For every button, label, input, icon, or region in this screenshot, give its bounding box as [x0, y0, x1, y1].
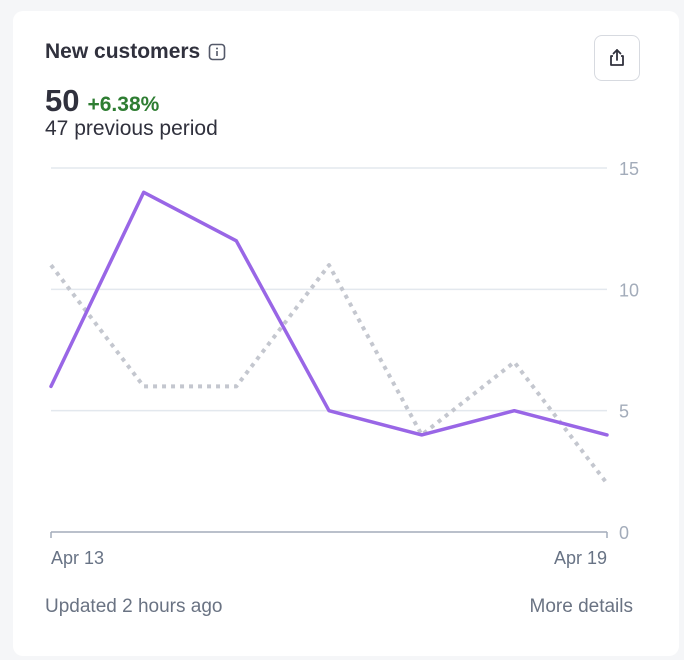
axis-layer: 0 5 10 15 Apr 13 Apr 19 — [50, 159, 639, 568]
y-tick-label-5: 5 — [619, 402, 629, 422]
export-button[interactable] — [594, 35, 640, 81]
y-tick-label-10: 10 — [619, 280, 639, 300]
y-tick-label-15: 15 — [619, 159, 639, 179]
new-customers-card: New customers 50 +6.38% 47 previous peri… — [13, 11, 679, 656]
updated-text: Updated 2 hours ago — [45, 596, 223, 617]
x-tick-label-start: Apr 13 — [51, 548, 104, 568]
card-title: New customers — [45, 40, 201, 63]
share-export-icon — [610, 49, 624, 66]
series-line-previous — [49, 263, 609, 485]
more-details-link[interactable]: More details — [529, 596, 634, 617]
x-tick-label-end: Apr 19 — [554, 548, 607, 568]
value-row: 50 +6.38% — [45, 83, 159, 119]
change-badge: +6.38% — [87, 93, 160, 116]
previous-period-text: 47 previous period — [45, 117, 218, 140]
y-tick-label-0: 0 — [619, 523, 629, 543]
series-line-current — [49, 190, 609, 437]
series-layer — [49, 190, 609, 485]
line-chart: 0 5 10 15 Apr 13 Apr 19 — [49, 159, 639, 568]
title-row: New customers — [45, 40, 226, 64]
metric-value: 50 — [45, 83, 80, 118]
info-icon[interactable] — [208, 43, 226, 61]
